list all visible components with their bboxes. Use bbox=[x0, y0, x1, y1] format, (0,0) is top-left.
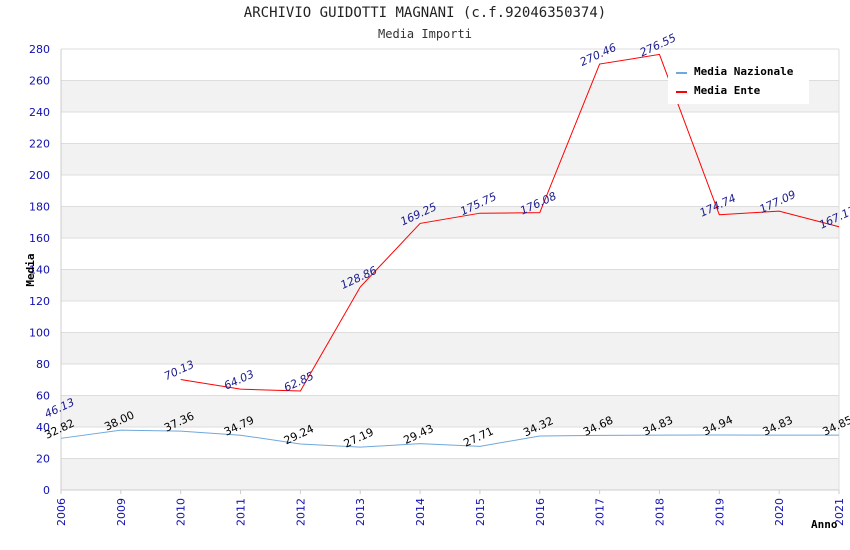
y-tick-label: 20 bbox=[36, 453, 50, 466]
x-tick-label: 2018 bbox=[653, 498, 666, 526]
grid-band bbox=[61, 458, 839, 490]
x-tick-label: 2020 bbox=[773, 498, 786, 526]
x-tick-label: 2017 bbox=[594, 498, 607, 526]
legend: Media Nazionale Media Ente bbox=[668, 60, 809, 104]
x-tick-label: 2013 bbox=[354, 498, 367, 526]
plot-bands bbox=[61, 80, 839, 490]
y-tick-label: 140 bbox=[29, 264, 50, 277]
legend-label-ente: Media Ente bbox=[694, 84, 761, 97]
x-tick-label: 2006 bbox=[55, 498, 68, 526]
grid-band bbox=[61, 269, 839, 301]
y-tick-label: 100 bbox=[29, 327, 50, 340]
y-tick-label: 220 bbox=[29, 138, 50, 151]
y-tick-label: 200 bbox=[29, 169, 50, 182]
y-tick-label: 180 bbox=[29, 201, 50, 214]
grid-band bbox=[61, 332, 839, 364]
x-tick-label: 2014 bbox=[414, 498, 427, 526]
series-line-nazionale bbox=[60, 429, 840, 448]
grid-band bbox=[61, 395, 839, 427]
legend-background bbox=[668, 60, 809, 104]
x-tick-label: 2011 bbox=[235, 498, 248, 526]
data-label-ente: 270.46 bbox=[578, 41, 618, 69]
y-tick-labels: 0 20 40 60 80 100 120 140 160 180 200 220 240 260 280 bbox=[29, 43, 50, 497]
y-axis-label: Media bbox=[24, 253, 37, 286]
legend-label-nazionale: Media Nazionale bbox=[694, 65, 794, 78]
y-tick-label: 40 bbox=[36, 421, 50, 434]
x-axis-label: Anno bbox=[811, 518, 838, 531]
y-tick-label: 280 bbox=[29, 43, 50, 56]
series-line-ente bbox=[180, 53, 840, 392]
series-lines bbox=[60, 53, 840, 448]
x-tick-label: 2012 bbox=[294, 498, 307, 526]
x-tick-label: 2019 bbox=[713, 498, 726, 526]
y-tick-label: 240 bbox=[29, 106, 50, 119]
grid-band bbox=[61, 143, 839, 175]
y-tick-label: 0 bbox=[43, 484, 50, 497]
x-tick-labels: 2006 2009 2010 2011 2012 2013 2014 2015 2016 2017… bbox=[55, 498, 846, 526]
axes bbox=[60, 49, 840, 494]
x-tick-label: 2021 bbox=[833, 498, 846, 526]
x-tick-label: 2016 bbox=[534, 498, 547, 526]
x-tick-label: 2010 bbox=[175, 498, 188, 526]
x-tick-label: 2009 bbox=[115, 498, 128, 526]
y-tick-label: 80 bbox=[36, 358, 50, 371]
chart-title: ARCHIVIO GUIDOTTI MAGNANI (c.f.920463503… bbox=[243, 5, 607, 21]
x-tick-label: 2015 bbox=[474, 498, 487, 526]
grid-band bbox=[61, 206, 839, 238]
y-tick-label: 60 bbox=[36, 390, 50, 403]
y-tick-label: 160 bbox=[29, 232, 50, 245]
chart-subtitle: Media Importi bbox=[378, 27, 472, 41]
y-tick-label: 260 bbox=[29, 75, 50, 88]
y-tick-label: 120 bbox=[29, 295, 50, 308]
